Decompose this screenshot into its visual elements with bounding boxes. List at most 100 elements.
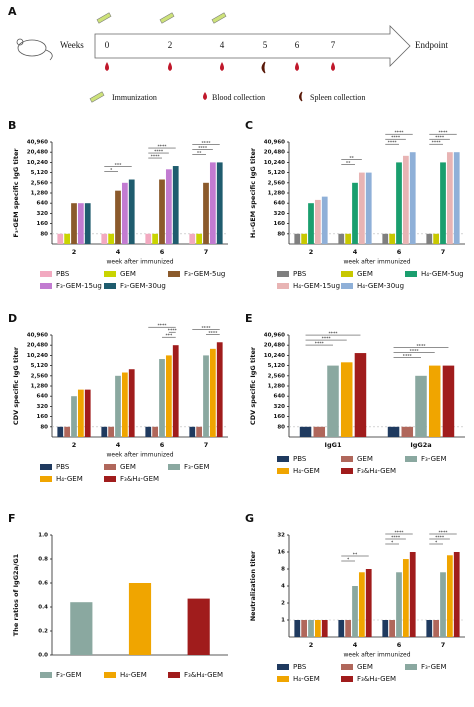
bar [189,426,196,437]
y-tick-label: 5,120 [268,170,286,176]
legend-swatch [277,283,289,289]
y-tick-label: 320 [37,404,49,410]
y-tick-label: 1.0 [38,533,48,539]
legend-label: PBS [56,463,70,471]
bar [426,233,433,244]
bar [84,203,91,244]
bar [64,233,71,244]
significance-label: **** [395,130,405,136]
bar [327,365,339,437]
y-tick-label: 16 [277,550,285,556]
y-tick-label: 32 [277,533,285,539]
drop-icon [105,62,109,71]
y-tick-label: 2 [281,601,285,607]
bar [115,190,121,244]
bar [71,203,77,244]
legend-label: F₃-GEM [421,663,447,671]
significance-label: **** [435,535,445,541]
x-tick-label: 7 [441,248,446,256]
legend-swatch [405,271,417,277]
significance-label: **** [410,349,420,355]
legend-text: Blood collection [212,93,265,102]
significance-label: **** [315,341,325,347]
y-tick-label: 10,240 [264,160,285,166]
significance-label: * [391,540,394,546]
y-tick-label: 1,280 [31,191,49,197]
legend-label: H₄-GEM-30ug [357,282,404,290]
drop-icon [220,62,224,71]
bar [352,586,358,637]
endpoint-label: Endpoint [415,40,448,50]
bar [442,365,455,437]
bar [440,162,446,244]
bar [409,152,416,244]
week-label: 0 [105,40,110,50]
legend-label: F₃-GEM [56,671,82,679]
significance-label: **** [403,354,413,360]
y-tick-label: 40,960 [27,140,48,146]
significance-label: **** [391,135,401,141]
legend-swatch [104,672,116,678]
x-tick-label: 6 [160,441,165,449]
legend-text: Spleen collection [310,93,365,102]
legend-label: H₄-GEM [293,675,320,683]
bar [433,233,440,244]
bar [216,162,223,244]
legend-label: H₄-GEM [56,475,83,483]
bar [189,233,196,244]
panel-letter: C [245,119,253,132]
bar [57,233,64,244]
x-tick-label: 4 [116,441,121,449]
y-tick-label: 320 [274,404,286,410]
legend-swatch [341,468,353,474]
y-axis-title: CDV specific IgG titer [12,346,20,425]
bar [108,233,115,244]
significance-label: ** [197,150,202,156]
bar [294,620,301,637]
legend-swatch [277,468,289,474]
bar [101,426,108,437]
bar [415,375,427,437]
legend-label: PBS [56,270,70,278]
significance-label: **** [435,135,445,141]
bar [321,196,328,244]
x-tick-label: 2 [72,248,77,256]
x-axis-title: week after immunized [106,452,173,459]
legend-swatch [341,456,353,462]
bar [165,355,172,437]
y-tick-label: 0.0 [38,653,48,659]
legend-label: F₃-GEM [184,463,210,471]
significance-label: **** [154,149,164,155]
bar [433,620,440,637]
bar [345,233,352,244]
y-tick-label: 20,480 [264,150,285,156]
bar [387,426,400,437]
bar [308,620,314,637]
bar [196,426,203,437]
legend-swatch [168,464,180,470]
bar [57,426,64,437]
y-tick-label: 160 [274,414,286,420]
y-tick-label: 1,280 [31,384,49,390]
legend-swatch [40,464,52,470]
legend-label: H₄-GEM-5ug [421,270,464,278]
bar [301,233,308,244]
y-tick-label: 640 [37,394,49,400]
significance-label: **** [198,145,208,151]
week-label: 7 [331,40,336,50]
x-tick-label: 4 [353,248,358,256]
significance-label: **** [395,530,405,536]
panel-letter: B [8,119,16,132]
bar [172,345,179,437]
bar [84,389,91,437]
x-tick-label: 6 [397,248,402,256]
bar [77,203,84,244]
significance-label: ** [353,552,358,558]
bar [203,182,209,244]
bar [187,598,210,655]
legend-label: F₃-GEM-15ug [56,282,102,290]
x-tick-label: 2 [309,641,314,649]
bar [70,602,93,655]
bar [314,620,321,637]
bar [401,426,414,437]
